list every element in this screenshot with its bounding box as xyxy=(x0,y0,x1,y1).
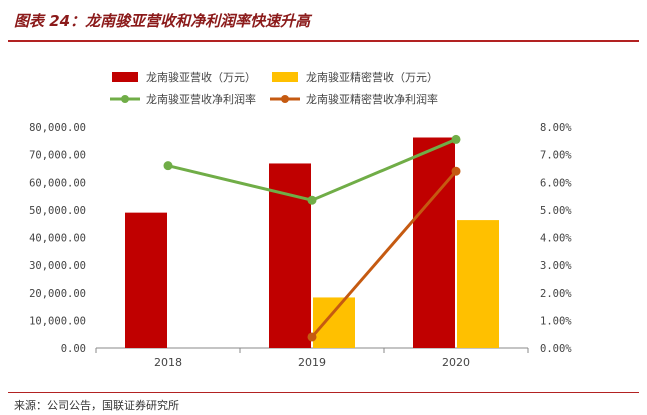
bar-2020-revenue xyxy=(413,137,455,348)
lines xyxy=(163,134,461,342)
y-left-tick-label: 60,000.00 xyxy=(29,177,86,189)
y-right-tick-label: 6.00% xyxy=(540,177,572,189)
y-left-tick-label: 40,000.00 xyxy=(29,233,86,245)
y-right-tick-label: 2.00% xyxy=(540,288,572,300)
bar-2020-precision-revenue xyxy=(457,220,499,348)
source-note: 来源：公司公告，国联证券研究所 xyxy=(14,399,179,412)
y-left-tick-label: 50,000.00 xyxy=(29,205,86,217)
y-right-tick-label: 1.00% xyxy=(540,315,572,327)
y-left-tick-label: 70,000.00 xyxy=(29,150,86,162)
y-right-tick-label: 8.00% xyxy=(540,122,572,134)
legend-swatch xyxy=(112,72,138,82)
legend-swatch xyxy=(272,72,298,82)
legend-marker xyxy=(121,95,129,103)
legend-label: 龙南骏亚营收（万元） xyxy=(146,70,256,84)
line-precision-net-margin xyxy=(310,170,458,338)
x-tick-label: 2018 xyxy=(154,356,182,369)
y-right-tick-label: 5.00% xyxy=(540,205,572,217)
line-net-margin xyxy=(167,138,457,202)
point-precision-net-margin xyxy=(451,166,461,176)
y-left-tick-label: 80,000.00 xyxy=(29,122,86,134)
y-right-tick-label: 3.00% xyxy=(540,260,572,272)
y-left-tick-label: 30,000.00 xyxy=(29,260,86,272)
point-net-margin xyxy=(163,161,173,171)
y-left-tick-label: 20,000.00 xyxy=(29,288,86,300)
legend-label: 龙南骏亚精密营收（万元） xyxy=(306,70,438,84)
bar-2018-revenue xyxy=(125,212,167,348)
legend-label: 龙南骏亚营收净利润率 xyxy=(146,92,256,106)
bars xyxy=(125,137,499,348)
x-tick-label: 2020 xyxy=(442,356,470,369)
y-left-tick-label: 0.00 xyxy=(61,343,86,355)
title-divider xyxy=(8,40,639,42)
y-right-tick-label: 0.00% xyxy=(540,343,572,355)
point-precision-net-margin xyxy=(307,332,317,342)
x-tick-label: 2019 xyxy=(298,356,326,369)
legend: 龙南骏亚营收（万元） 龙南骏亚精密营收（万元） 龙南骏亚营收净利润率 龙南骏亚精密营收… xyxy=(110,70,438,106)
y-left-tick-label: 10,000.00 xyxy=(29,315,86,327)
y-right-tick-label: 4.00% xyxy=(540,233,572,245)
combo-chart: 龙南骏亚营收（万元） 龙南骏亚精密营收（万元） 龙南骏亚营收净利润率 龙南骏亚精密营收… xyxy=(29,70,572,369)
y-right-tick-label: 7.00% xyxy=(540,150,572,162)
legend-marker xyxy=(281,95,289,103)
point-net-margin xyxy=(307,195,317,205)
legend-label: 龙南骏亚精密营收净利润率 xyxy=(306,92,438,106)
bar-2019-precision-revenue xyxy=(313,297,355,348)
point-net-margin xyxy=(451,134,461,144)
footer-divider xyxy=(8,392,639,393)
axes: 0.00 10,000.00 20,000.00 30,000.00 40,000.00… xyxy=(29,122,572,369)
chart-title: 图表 24：龙南骏亚营收和净利润率快速升高 xyxy=(14,12,311,30)
